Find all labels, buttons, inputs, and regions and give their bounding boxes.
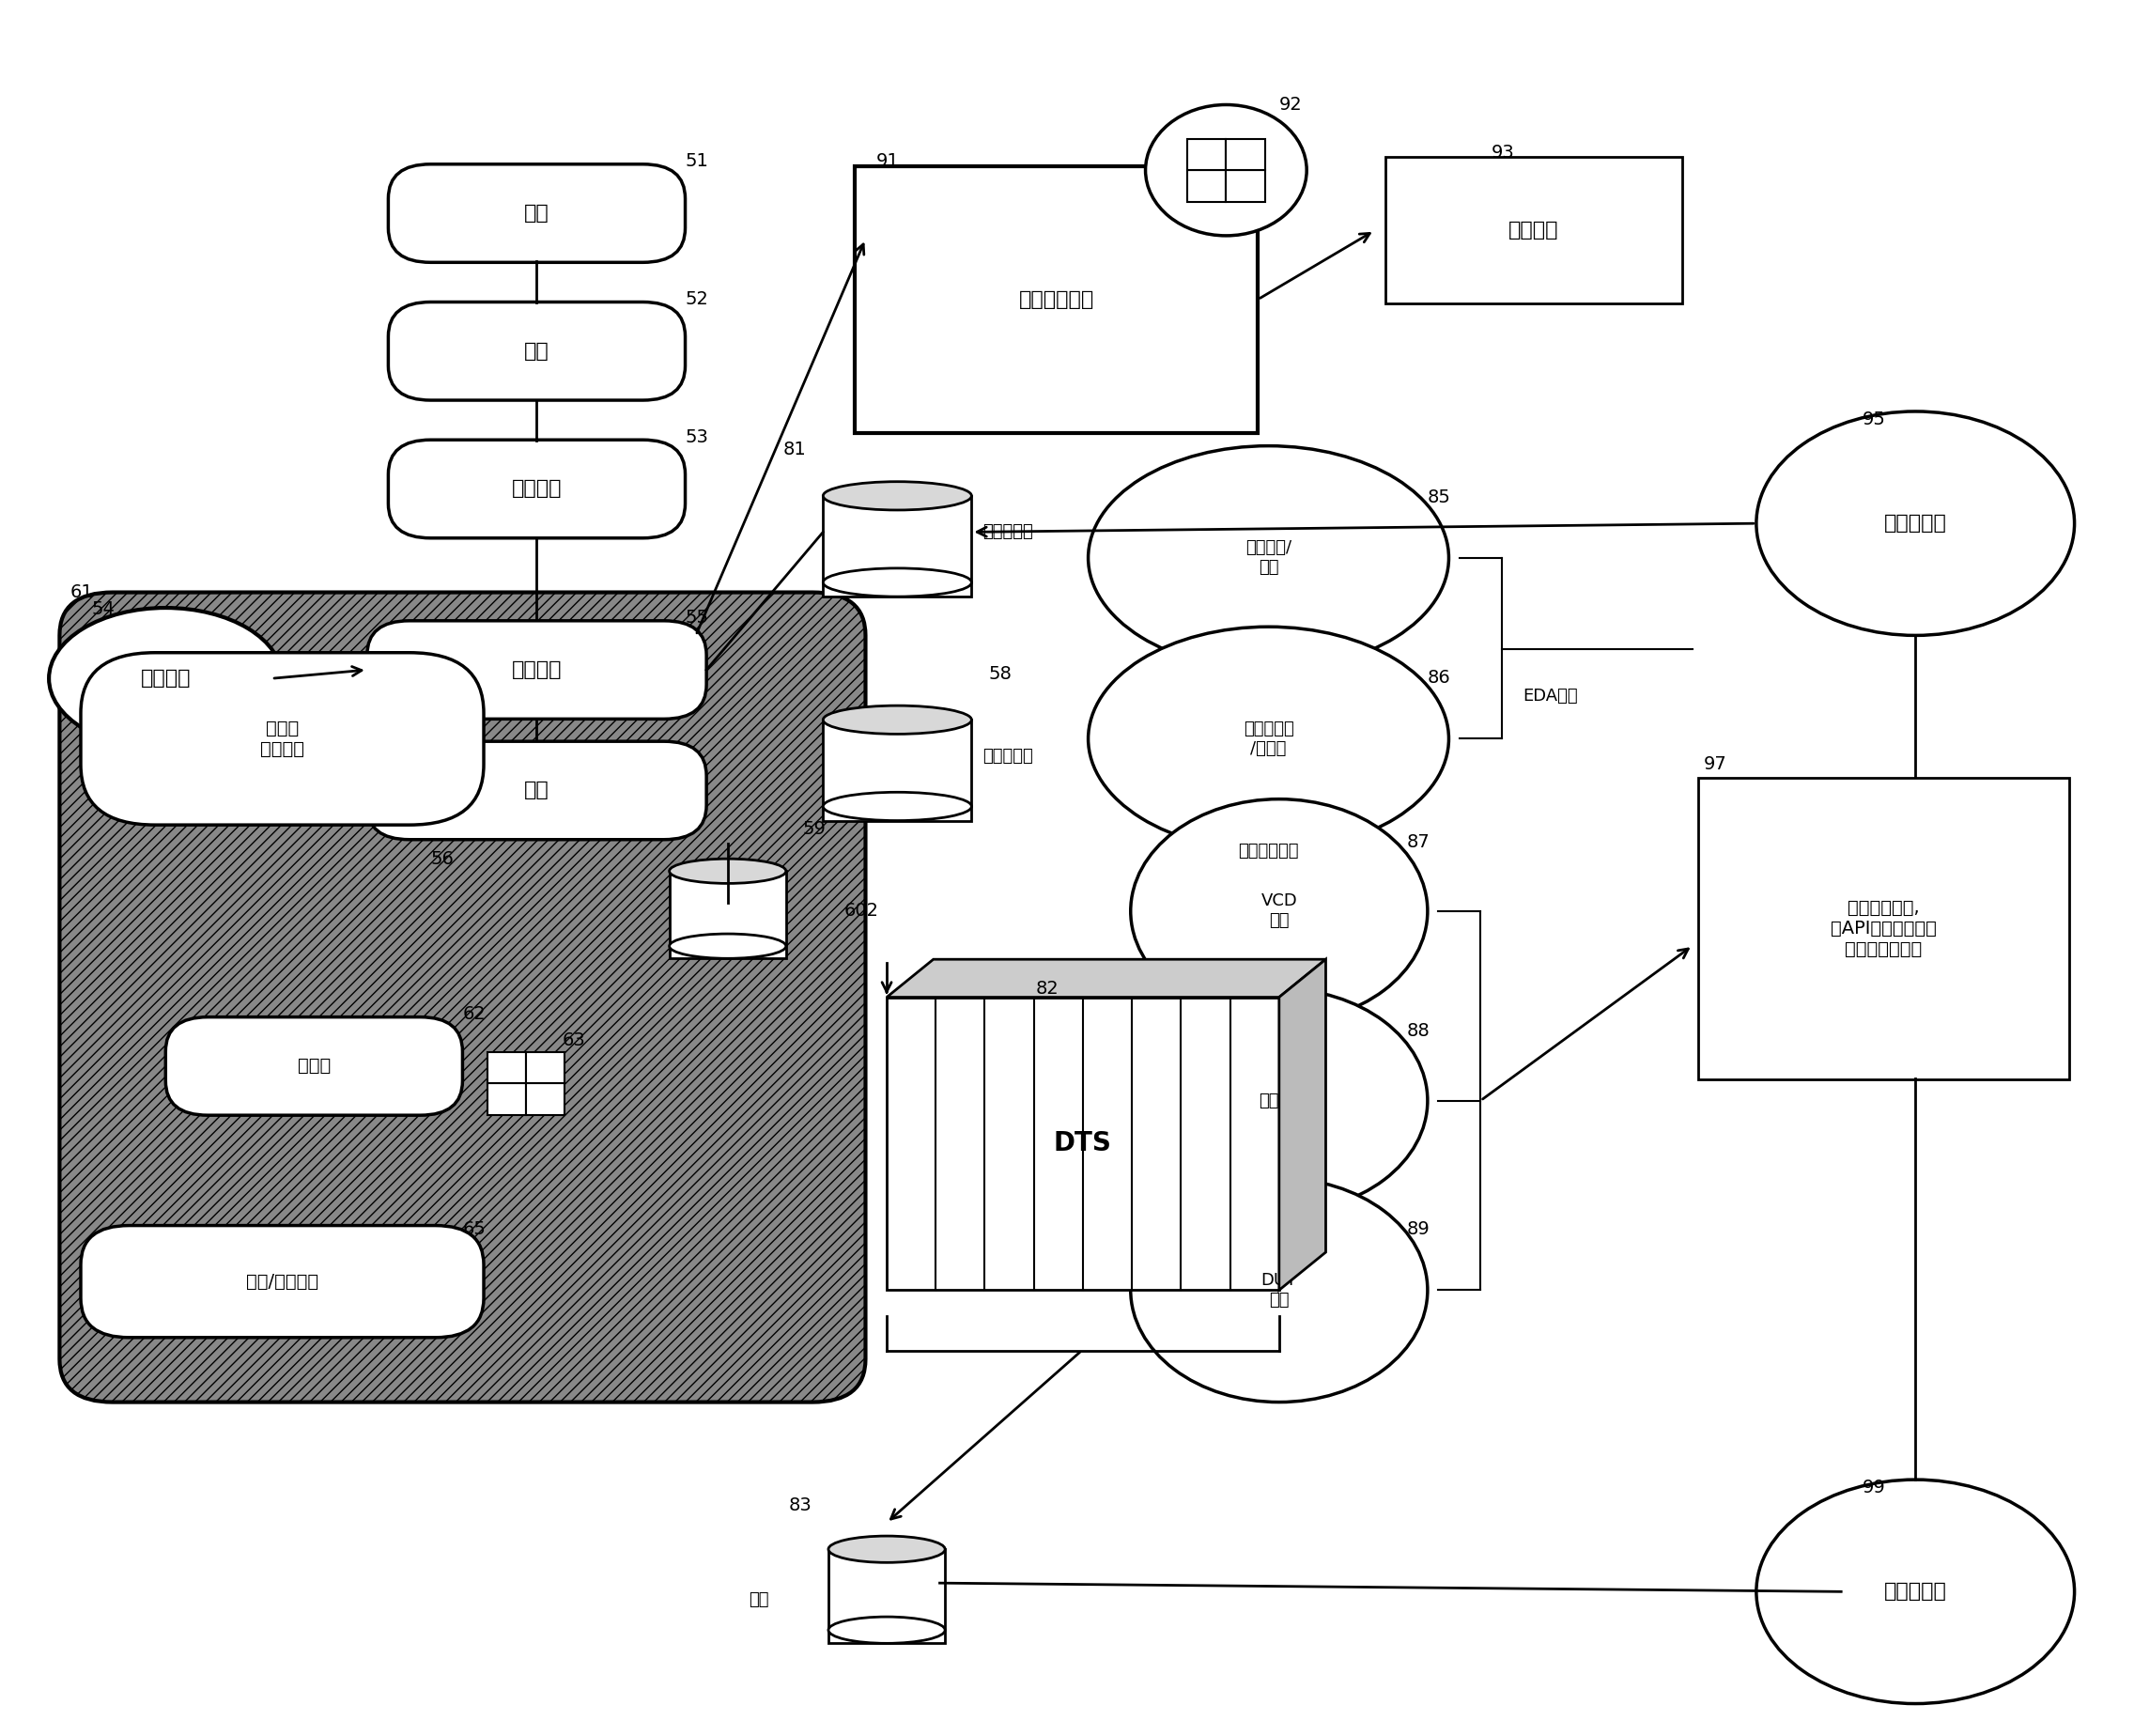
Text: 测试台反馈: 测试台反馈 [1884, 1581, 1946, 1601]
FancyBboxPatch shape [388, 302, 685, 401]
Ellipse shape [1756, 411, 2074, 635]
Text: 设计验证: 设计验证 [512, 660, 561, 679]
Text: 87: 87 [1406, 833, 1430, 851]
Text: 88: 88 [1406, 1023, 1430, 1040]
Text: 初始设计: 初始设计 [141, 668, 190, 687]
FancyBboxPatch shape [388, 439, 685, 538]
Text: 硅制作
（原型）: 硅制作 （原型） [260, 719, 305, 759]
Polygon shape [888, 960, 1325, 996]
Text: 硅验证: 硅验证 [297, 1057, 331, 1075]
Ellipse shape [828, 1616, 945, 1644]
Bar [487, 1052, 527, 1083]
Ellipse shape [1088, 627, 1449, 851]
Bar [1227, 139, 1265, 170]
Bar [1699, 778, 2070, 1080]
Text: 53: 53 [685, 429, 708, 446]
Text: VCD
波形: VCD 波形 [1261, 892, 1297, 929]
Ellipse shape [1131, 799, 1428, 1023]
Bar [888, 996, 1278, 1290]
Ellipse shape [670, 934, 785, 958]
Ellipse shape [824, 705, 971, 734]
Text: 波形编辑器
/观察器: 波形编辑器 /观察器 [1244, 720, 1293, 757]
Ellipse shape [1756, 1479, 2074, 1703]
Polygon shape [1278, 960, 1325, 1290]
Bar [828, 1549, 945, 1644]
Text: 92: 92 [1278, 95, 1302, 113]
Text: 85: 85 [1428, 488, 1451, 507]
Ellipse shape [670, 859, 785, 884]
Bar [824, 720, 971, 821]
Bar [824, 496, 971, 597]
Text: 结果: 结果 [749, 1592, 768, 1609]
Text: 89: 89 [1406, 1220, 1430, 1238]
Text: 91: 91 [877, 153, 898, 170]
Circle shape [1146, 104, 1306, 236]
Text: 规范: 规范 [525, 342, 548, 361]
Text: 97: 97 [1703, 755, 1726, 773]
Text: 事件波形: 事件波形 [1259, 1092, 1300, 1109]
Text: 模拟: 模拟 [525, 781, 548, 800]
Bar [1187, 139, 1227, 170]
Text: 初始测试台: 初始测试台 [982, 748, 1033, 764]
Text: 61: 61 [70, 583, 94, 601]
FancyBboxPatch shape [81, 1226, 484, 1337]
Text: EDA产品: EDA产品 [1524, 687, 1577, 705]
Text: 设计入口: 设计入口 [512, 479, 561, 498]
Text: 602: 602 [845, 901, 879, 920]
Text: 54: 54 [92, 601, 115, 618]
Text: 软件接口协作: 软件接口协作 [1238, 842, 1300, 859]
Text: 55: 55 [685, 609, 708, 627]
Ellipse shape [824, 568, 971, 597]
Text: 58: 58 [988, 665, 1012, 682]
Text: 最终的硅制作: 最终的硅制作 [1018, 290, 1095, 309]
Bar [1227, 170, 1265, 201]
FancyBboxPatch shape [367, 621, 706, 719]
Bar [1187, 170, 1227, 201]
FancyBboxPatch shape [81, 653, 484, 825]
Bar [670, 871, 785, 958]
Text: 生产测试: 生产测试 [1509, 220, 1558, 240]
Bar [1385, 158, 1682, 304]
Text: 为了互相存取,
与API和公共数据库
通讯和共享数据: 为了互相存取, 与API和公共数据库 通讯和共享数据 [1831, 899, 1936, 958]
Text: 95: 95 [1863, 411, 1886, 429]
Bar [487, 1083, 527, 1115]
Text: 62: 62 [463, 1005, 487, 1023]
Ellipse shape [49, 608, 282, 750]
Text: 59: 59 [802, 819, 826, 838]
Text: 65: 65 [463, 1220, 487, 1238]
Text: 63: 63 [561, 1031, 585, 1049]
Text: DTS: DTS [1054, 1130, 1112, 1156]
Text: DUT
波形: DUT 波形 [1261, 1272, 1297, 1309]
Text: 83: 83 [787, 1496, 811, 1514]
Bar [527, 1083, 566, 1115]
Ellipse shape [824, 481, 971, 510]
FancyBboxPatch shape [388, 165, 685, 262]
Text: 新的测试台: 新的测试台 [982, 524, 1033, 540]
Text: 测试台生成: 测试台生成 [1884, 514, 1946, 533]
Text: 86: 86 [1428, 670, 1451, 687]
Text: 81: 81 [783, 441, 807, 458]
Text: 99: 99 [1863, 1479, 1886, 1496]
FancyBboxPatch shape [166, 1017, 463, 1115]
Bar [856, 167, 1257, 432]
Text: 52: 52 [685, 290, 708, 307]
Text: 82: 82 [1035, 979, 1058, 996]
Bar [527, 1052, 566, 1083]
FancyBboxPatch shape [367, 741, 706, 840]
Ellipse shape [1131, 988, 1428, 1212]
Ellipse shape [824, 792, 971, 821]
Text: 模拟分析/
调试: 模拟分析/ 调试 [1246, 540, 1291, 576]
Text: 56: 56 [431, 851, 455, 868]
Ellipse shape [1131, 1179, 1428, 1403]
Text: 93: 93 [1492, 144, 1515, 161]
Ellipse shape [1088, 446, 1449, 670]
Text: 需求: 需求 [525, 203, 548, 222]
Ellipse shape [828, 1536, 945, 1562]
Text: 51: 51 [685, 153, 708, 170]
FancyBboxPatch shape [60, 592, 866, 1403]
Text: 调试/验证测试: 调试/验证测试 [245, 1272, 318, 1290]
